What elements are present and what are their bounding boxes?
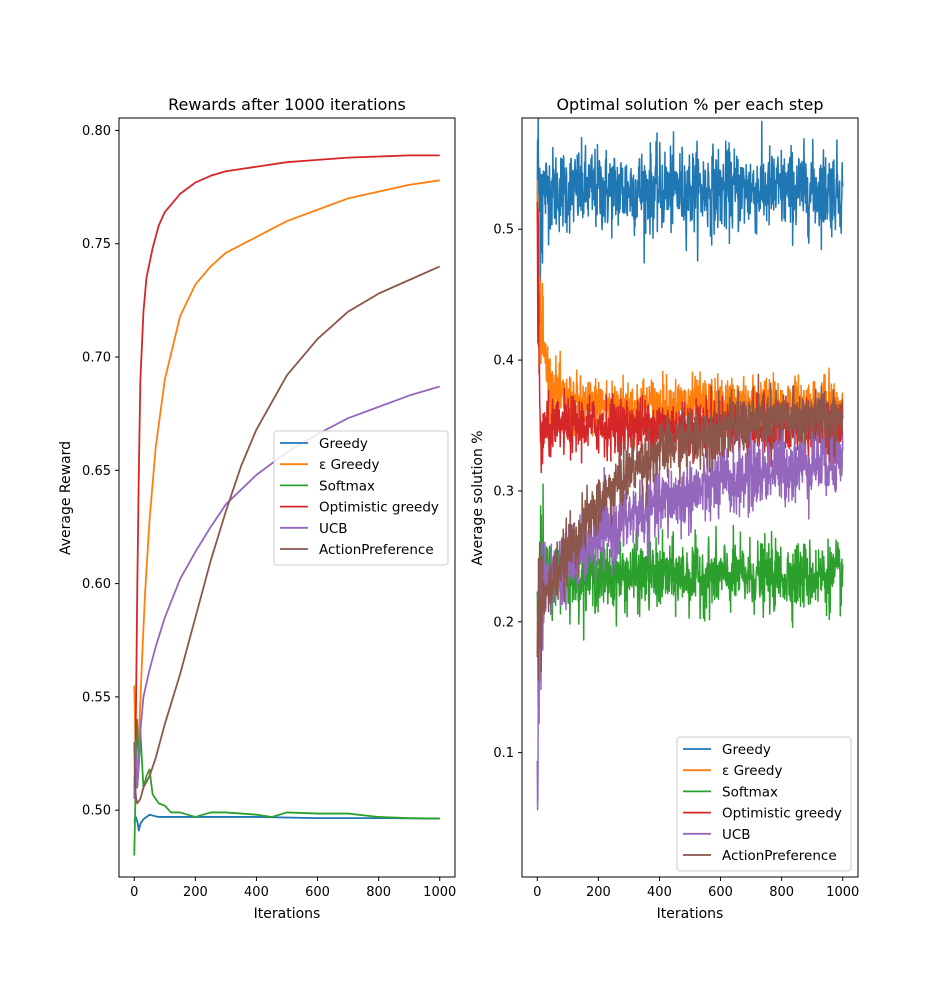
- optimal-legend: Greedy ε Greedy Softmax Optimistic greedy UC…: [676, 736, 852, 872]
- optimal-xtick-label-3: 600: [708, 885, 733, 900]
- rewards-axes-frame: [118, 117, 456, 878]
- rewards-series-4: [133, 385, 440, 799]
- rewards-legend-label-3: Optimistic greedy: [319, 500, 439, 516]
- rewards-xtick-label-4: 800: [366, 885, 391, 900]
- optimal-series-2: [536, 483, 844, 708]
- optimal-series-5: [536, 373, 844, 682]
- rewards-legend-label-2: Softmax: [319, 478, 375, 494]
- rewards-xtick-label-2: 400: [244, 885, 269, 900]
- optimal-ytick-label-4: 0.5: [493, 223, 514, 238]
- rewards-ytick-label-2: 0.60: [82, 577, 111, 592]
- optimal-legend-label-2: Softmax: [722, 784, 778, 800]
- rewards-ytick-label-5: 0.75: [82, 237, 111, 252]
- rewards-series-5: [133, 265, 441, 805]
- rewards-legend-label-0: Greedy: [319, 436, 368, 452]
- rewards-legend-label-4: UCB: [319, 521, 348, 537]
- optimal-legend-label-5: ActionPreference: [722, 848, 837, 864]
- optimal-axes-frame: [521, 117, 859, 878]
- optimal-solution-chart-xlabel: Iterations: [657, 906, 724, 922]
- rewards-series-0: [133, 813, 440, 832]
- optimal-legend-label-0: Greedy: [722, 742, 771, 758]
- rewards-ytick-label-0: 0.50: [82, 804, 111, 819]
- rewards-ytick-label-1: 0.55: [82, 690, 111, 705]
- optimal-xtick-label-1: 200: [586, 885, 611, 900]
- rewards-chart-title: Rewards after 1000 iterations: [168, 95, 406, 114]
- rewards-chart-xlabel: Iterations: [254, 906, 321, 922]
- optimal-ytick-label-3: 0.4: [493, 354, 514, 369]
- optimal-xtick-label-0: 0: [533, 885, 541, 900]
- optimal-xtick-label-2: 400: [647, 885, 672, 900]
- rewards-xtick-label-0: 0: [130, 885, 138, 900]
- optimal-xtick-label-5: 1000: [826, 885, 859, 900]
- rewards-legend-label-5: ActionPreference: [319, 542, 434, 558]
- rewards-series-3: [133, 154, 440, 788]
- rewards-legend: Greedy ε Greedy Softmax Optimistic greedy UC…: [273, 430, 449, 566]
- rewards-ytick-label-3: 0.65: [82, 464, 111, 479]
- optimal-ytick-label-0: 0.1: [493, 746, 514, 761]
- optimal-legend-label-3: Optimistic greedy: [722, 806, 842, 822]
- optimal-solution-chart: Optimal solution % per each step Iterati…: [470, 95, 859, 922]
- rewards-xtick-label-5: 1000: [423, 885, 456, 900]
- rewards-chart-ylabel: Average Reward: [58, 441, 74, 555]
- optimal-solution-chart-ylabel: Average solution %: [470, 430, 486, 565]
- rewards-xtick-label-1: 200: [183, 885, 208, 900]
- optimal-legend-label-4: UCB: [722, 827, 751, 843]
- optimal-ytick-label-1: 0.2: [493, 615, 514, 630]
- optimal-ytick-label-2: 0.3: [493, 484, 514, 499]
- rewards-ytick-label-4: 0.70: [82, 351, 111, 366]
- optimal-solution-chart-title: Optimal solution % per each step: [556, 95, 823, 114]
- rewards-xtick-label-3: 600: [305, 885, 330, 900]
- rewards-legend-label-1: ε Greedy: [319, 457, 379, 473]
- optimal-xtick-label-4: 800: [769, 885, 794, 900]
- optimal-legend-label-1: ε Greedy: [722, 763, 782, 779]
- rewards-series-2: [133, 718, 440, 856]
- optimal-series-0: [536, 118, 844, 299]
- rewards-chart: Rewards after 1000 iterations Iterations…: [58, 95, 456, 922]
- rewards-ytick-label-6: 0.80: [82, 124, 111, 139]
